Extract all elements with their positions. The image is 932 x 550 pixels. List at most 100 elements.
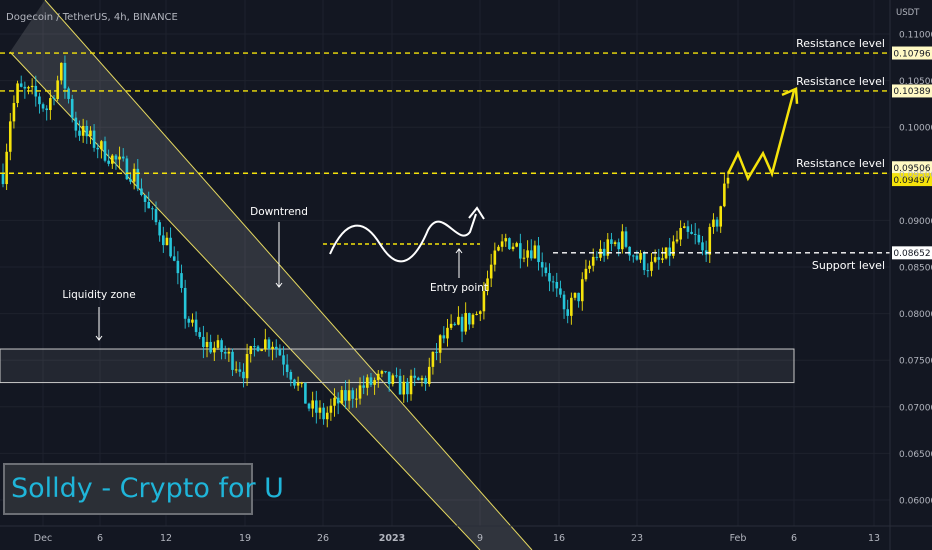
candle-body	[194, 319, 198, 333]
grid-lines	[0, 0, 890, 526]
candle-body	[315, 400, 318, 413]
candle-body	[668, 247, 672, 256]
candle-body	[471, 314, 475, 325]
candle-body	[588, 265, 591, 269]
channel-lower-line	[9, 51, 481, 550]
candle-body	[187, 318, 191, 323]
candle-body	[322, 407, 325, 420]
candle-body	[209, 341, 212, 353]
candle-body	[631, 255, 635, 257]
currency-label: USDT	[896, 8, 920, 18]
level-label: Support level	[812, 259, 885, 272]
candle-body	[555, 281, 559, 289]
price-badge	[892, 46, 932, 60]
candle-body	[504, 238, 508, 242]
x-tick-label: Dec	[34, 533, 52, 544]
candle-body	[478, 311, 482, 314]
candle-body	[537, 245, 540, 263]
candle-body	[74, 117, 78, 131]
candle-body	[424, 378, 427, 384]
annotation-label: Liquidity zone	[62, 289, 135, 301]
candle-body	[431, 351, 435, 367]
candle-body	[369, 377, 373, 385]
candle-body	[584, 268, 588, 280]
candle-body	[202, 336, 205, 347]
candle-body	[639, 253, 642, 260]
candle-body	[376, 373, 380, 381]
candle-body	[529, 250, 533, 259]
candle-body	[140, 188, 143, 196]
candle-body	[293, 379, 296, 386]
candle-body	[176, 260, 180, 274]
candle-body	[267, 339, 271, 350]
candle-body	[147, 201, 151, 209]
candle-body	[457, 316, 460, 325]
candle-body	[238, 369, 242, 372]
candle-body	[387, 371, 391, 385]
price-badge-label: 0.08652	[893, 249, 930, 259]
candle-body	[154, 209, 158, 223]
candle-body	[413, 375, 416, 378]
candle-body	[657, 257, 661, 260]
candle-body	[23, 86, 27, 89]
candle-body	[169, 237, 172, 257]
projection-arrowhead	[781, 87, 799, 104]
candle-body	[81, 125, 85, 136]
candle-body	[304, 382, 307, 404]
annotation-label: Entry point	[430, 282, 488, 294]
candle-body	[384, 371, 387, 373]
candle-body	[489, 264, 493, 279]
candle-body	[234, 369, 238, 371]
candle-body	[1, 173, 5, 185]
price-badge	[892, 161, 932, 175]
x-tick-label: 19	[239, 533, 251, 544]
candle-body	[118, 156, 121, 160]
x-tick-label: 6	[97, 533, 103, 544]
candle-body	[661, 258, 664, 260]
candle-body	[89, 130, 92, 137]
candle-body	[318, 407, 322, 413]
price-badge-label: 0.10389	[893, 87, 930, 97]
candle-body	[78, 130, 81, 136]
candle-body	[325, 412, 329, 420]
candle-body	[420, 378, 424, 380]
candle-body	[358, 385, 362, 399]
candle-body	[679, 227, 682, 240]
candle-body	[12, 103, 16, 122]
candle-body	[172, 256, 176, 261]
candle-body	[664, 247, 668, 259]
candle-body	[617, 242, 621, 250]
candle-body	[723, 183, 726, 207]
x-tick-label: 16	[553, 533, 565, 544]
candle-body	[693, 233, 697, 235]
candle-body	[398, 375, 402, 395]
x-tick-label: 2023	[379, 533, 405, 544]
downtrend-channel	[9, 0, 533, 550]
price-levels: 0.10796 0.10389 0.09506 0.09497 0.08652	[0, 46, 932, 260]
candle-body	[5, 151, 8, 185]
candle-body	[621, 231, 624, 250]
candle-body	[52, 98, 56, 100]
candle-body	[526, 250, 529, 258]
level-label: Resistance level	[796, 157, 885, 170]
chart-header: Dogecoin / TetherUS, 4h, BINANCE	[6, 12, 178, 23]
price-badge	[892, 84, 932, 98]
price-badge-label: 0.10796	[893, 49, 930, 59]
candle-body	[686, 226, 690, 232]
candle-body	[231, 351, 234, 370]
candle-body	[165, 237, 169, 246]
candle-body	[70, 98, 74, 118]
candle-body	[307, 403, 311, 409]
candle-body	[125, 158, 129, 180]
channel-upper-line	[44, 0, 533, 550]
candle-body	[180, 273, 183, 288]
candle-body	[690, 231, 693, 234]
candle-body	[132, 168, 136, 182]
candle-body	[38, 96, 41, 105]
